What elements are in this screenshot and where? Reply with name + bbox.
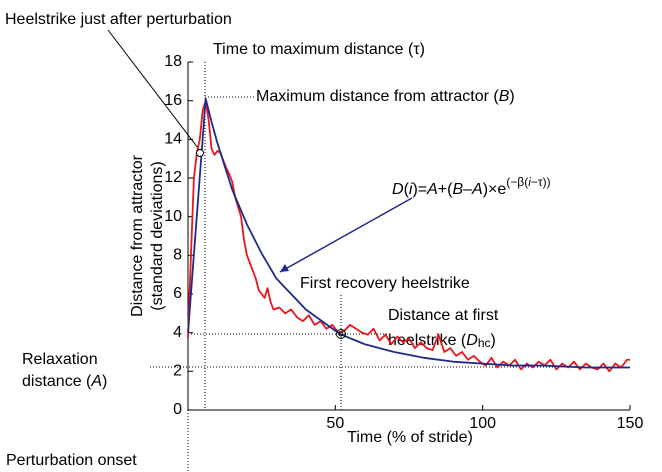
text: distance (: [22, 373, 92, 390]
y-tick-label: 0: [173, 401, 182, 418]
y-tick-label: 6: [173, 285, 182, 302]
text: B: [499, 88, 510, 105]
max-label: Maximum distance from attractor (B): [256, 88, 515, 105]
text: A: [471, 181, 483, 198]
text: hc: [478, 336, 491, 350]
equation: D(i)=A+(B–A)×e(−β(i−τ)): [392, 175, 551, 198]
recovery-label: First recovery heelstrike: [300, 275, 470, 292]
x-tick-label: 50: [326, 415, 344, 432]
marker-circle: [338, 331, 344, 337]
series-line: [187, 97, 630, 369]
y-tick-label: 14: [164, 131, 182, 148]
text: heelstrike (: [388, 332, 467, 349]
y-tick-label: 16: [164, 92, 182, 109]
text: (−β(: [506, 175, 528, 189]
y-tick-label: 12: [164, 169, 182, 186]
y-tick-label: 10: [164, 208, 182, 225]
text: ): [491, 332, 496, 349]
marker-circle: [196, 149, 204, 157]
x-axis-label: Time (% of stride): [347, 429, 473, 446]
text: B: [452, 181, 463, 198]
x-tick-label: 100: [469, 415, 496, 432]
text: A: [90, 373, 102, 390]
heelstrike-label: Heelstrike just after perturbation: [5, 11, 232, 28]
guides: [150, 62, 630, 472]
marker-circle: [336, 329, 346, 339]
relax-label: distance (A): [22, 373, 107, 390]
relax-label: Relaxation: [22, 351, 98, 368]
text: )=: [412, 181, 427, 198]
series-line: [187, 99, 630, 373]
y-axis-label: (standard deviations): [149, 161, 166, 310]
text: Maximum distance from attractor (: [256, 88, 499, 105]
text: −τ)): [531, 175, 551, 189]
dhc-label: Distance at first: [388, 307, 499, 324]
text: D: [392, 181, 404, 198]
text: D: [466, 332, 478, 349]
x-tick-label: 150: [617, 415, 644, 432]
onset-label: Perturbation onset: [6, 452, 137, 469]
y-tick-label: 8: [173, 247, 182, 264]
text: –: [463, 181, 472, 198]
text: ): [509, 88, 514, 105]
heelstrike-pointer: [107, 29, 199, 149]
y-tick-label: 2: [173, 363, 182, 380]
text: (: [404, 181, 410, 198]
text: i: [528, 175, 531, 189]
text: +(: [438, 181, 453, 198]
text: ): [102, 373, 107, 390]
text: i: [409, 181, 413, 198]
dhc-label: heelstrike (Dhc): [388, 332, 496, 350]
y-axis-label: Distance from attractor: [129, 154, 146, 317]
tau-label: Time to maximum distance (τ): [213, 41, 425, 58]
y-tick-label: 4: [173, 324, 182, 341]
equation-pointer: [279, 197, 413, 273]
text: )×e: [483, 181, 507, 198]
text: A: [426, 181, 438, 198]
y-tick-label: 18: [164, 53, 182, 70]
arrowhead: [280, 264, 289, 272]
